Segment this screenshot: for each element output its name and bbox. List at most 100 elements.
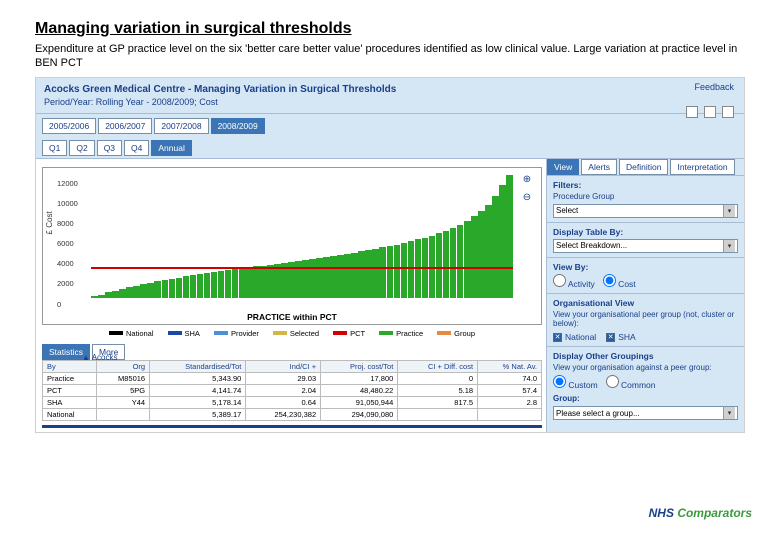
bar: [365, 250, 372, 297]
year-tab[interactable]: 2005/2006: [42, 118, 96, 134]
quarter-tab[interactable]: Q2: [69, 140, 94, 156]
bar: [112, 291, 119, 298]
zoom-out-icon[interactable]: ⊖: [521, 192, 533, 204]
bar: [351, 253, 358, 298]
chevron-down-icon: ▾: [723, 240, 735, 252]
filters-sub: Procedure Group: [553, 192, 738, 201]
col-header: Ind/CI +: [246, 360, 321, 372]
bar: [464, 221, 471, 298]
group-radio[interactable]: Common: [606, 380, 656, 390]
bar: [98, 295, 105, 298]
bar: [387, 246, 394, 298]
bar: [401, 243, 408, 298]
feedback-link[interactable]: Feedback: [694, 82, 734, 92]
view-by-radio[interactable]: Activity: [553, 279, 595, 289]
quarter-tab[interactable]: Q1: [42, 140, 67, 156]
col-header: Standardised/Tot: [150, 360, 246, 372]
bar: [147, 283, 154, 298]
bar: [154, 281, 161, 297]
bar: [133, 286, 140, 298]
toolbar-icons: [686, 106, 734, 118]
bar: [267, 265, 274, 298]
y-tick: 4000: [57, 259, 74, 268]
legend-item: Selected: [273, 329, 319, 338]
year-tabs: 2005/20062006/20072007/20082008/2009: [36, 114, 744, 136]
year-tab[interactable]: 2006/2007: [98, 118, 152, 134]
bar: [358, 251, 365, 297]
x-axis-label: PRACTICE within PCT: [247, 312, 337, 322]
legend-item: SHA: [168, 329, 200, 338]
col-header: By: [43, 360, 97, 372]
bar: [274, 264, 281, 298]
org-check[interactable]: ✕SHA: [606, 332, 635, 342]
side-tab[interactable]: Interpretation: [670, 159, 734, 175]
bar: [176, 278, 183, 298]
groupings-label: Display Other Groupings: [553, 351, 738, 361]
quarter-tab[interactable]: Annual: [151, 140, 191, 156]
quarter-tabs: Q1Q2Q3Q4Annual: [36, 136, 744, 158]
bar: [471, 216, 478, 297]
bar: [478, 211, 485, 298]
bar: [169, 279, 176, 298]
bar: [485, 205, 492, 298]
quarter-tab[interactable]: Q3: [97, 140, 122, 156]
bar: [309, 259, 316, 297]
display-table-select[interactable]: Select Breakdown...▾: [553, 239, 738, 253]
bar: [225, 270, 232, 298]
year-tab[interactable]: 2007/2008: [154, 118, 208, 134]
bar: [506, 175, 513, 298]
bar: [204, 273, 211, 298]
bar: [91, 296, 98, 297]
side-tab[interactable]: Definition: [619, 159, 668, 175]
page-title: Managing variation in surgical threshold…: [35, 20, 745, 38]
bar: [140, 284, 147, 297]
brand: NHS Comparators: [649, 506, 752, 520]
bar: [379, 247, 386, 297]
bar: [330, 256, 337, 297]
bar: [394, 245, 401, 298]
chart: ⊕ ⊖ £ Cost 120001000080006000400020000 P…: [42, 167, 542, 325]
save-icon[interactable]: [686, 106, 698, 118]
bar: [372, 249, 379, 298]
org-check[interactable]: ✕National: [553, 332, 596, 342]
group-label: Group:: [553, 394, 738, 403]
group-radio[interactable]: Custom: [553, 380, 598, 390]
col-header: Proj. cost/Tot: [321, 360, 398, 372]
year-tab[interactable]: 2008/2009: [211, 118, 265, 134]
col-header: % Nat. Av.: [478, 360, 542, 372]
bar: [253, 266, 260, 297]
export-icon[interactable]: [704, 106, 716, 118]
bar: [232, 269, 239, 298]
y-tick: 6000: [57, 239, 74, 248]
col-header: CI + Diff. cost: [398, 360, 478, 372]
bar: [190, 275, 197, 297]
side-panel: ViewAlertsDefinitionInterpretation Filte…: [546, 159, 744, 432]
print-icon[interactable]: [722, 106, 734, 118]
table-row: National5,389.17254,230,382294,090,080: [43, 408, 542, 420]
filters-label: Filters:: [553, 180, 738, 190]
side-tab[interactable]: Alerts: [581, 159, 617, 175]
legend-item: PCT: [333, 329, 365, 338]
legend-item: National: [109, 329, 154, 338]
side-tab[interactable]: View: [547, 159, 579, 175]
quarter-tab[interactable]: Q4: [124, 140, 149, 156]
bar: [211, 272, 218, 298]
view-by-radio[interactable]: Cost: [603, 279, 636, 289]
legend-item: Provider: [214, 329, 259, 338]
y-tick: 12000: [57, 179, 78, 188]
group-select[interactable]: Please select a group...▾: [553, 406, 738, 420]
org-view-note: View your organisational peer group (not…: [553, 310, 738, 328]
groupings-note: View your organisation against a peer gr…: [553, 363, 738, 372]
bar: [457, 225, 464, 298]
y-tick: 10000: [57, 199, 78, 208]
filters-select[interactable]: Select▾: [553, 204, 738, 218]
bar: [344, 254, 351, 298]
stats-table: ByOrgStandardised/TotInd/CI +Proj. cost/…: [42, 360, 542, 421]
footer-bar: [42, 425, 542, 428]
y-tick: 8000: [57, 219, 74, 228]
zoom-in-icon[interactable]: ⊕: [521, 174, 533, 186]
chevron-down-icon: ▾: [723, 205, 735, 217]
acocks-marker: ▲ Acocks: [82, 353, 117, 362]
bar: [302, 260, 309, 297]
bar: [239, 268, 246, 297]
